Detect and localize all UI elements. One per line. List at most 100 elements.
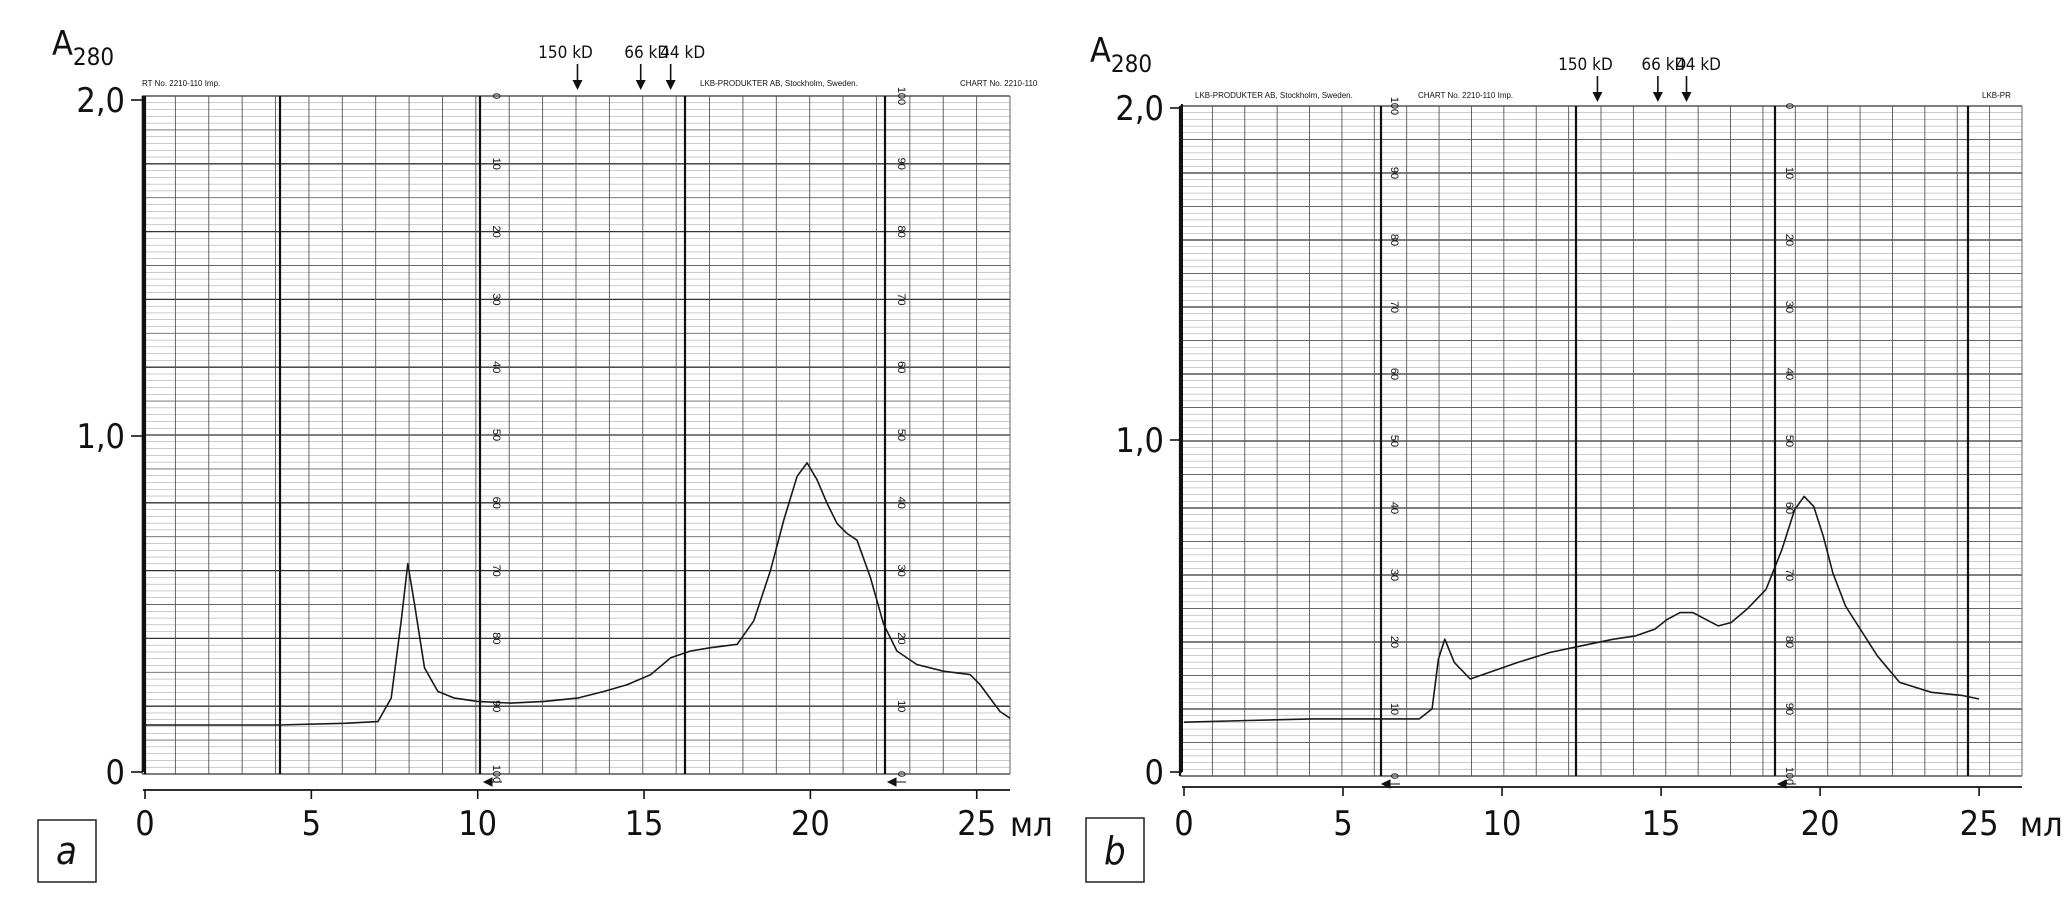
x-tick-label: 5 <box>302 804 321 844</box>
down-arrow-icon <box>665 80 676 90</box>
paper-scale-number: 30 <box>1388 569 1400 581</box>
x-tick-label: 0 <box>135 804 154 844</box>
paper-scale-number: 90 <box>1783 703 1795 715</box>
paper-scale-number: 40 <box>490 361 502 373</box>
panel-tag-box-b <box>1085 817 1145 883</box>
mw-marker-label: 150 kD <box>1558 55 1613 75</box>
axes-b: 0 5 10 15 20 25 0 1,0 2,0 <box>1115 89 2022 844</box>
paper-scale-number: 40 <box>1388 502 1400 514</box>
y-axis-label-a: A280 <box>52 24 114 71</box>
paper-scale-number: 70 <box>1388 301 1400 313</box>
mw-marker-label: 44 kD <box>1676 55 1721 75</box>
paper-scale-number: 70 <box>1783 569 1795 581</box>
chart-paper-text-b: LKB-PRODUKTER AB, Stockholm, Sweden. CHAR… <box>1195 91 2011 100</box>
paper-scale-number: 90 <box>1388 167 1400 179</box>
mw-marker-label: 44 kD <box>660 43 705 63</box>
x-axis-unit-b: мл <box>2020 805 2063 845</box>
paper-scale-number: 50 <box>490 429 502 441</box>
down-arrow-icon <box>1681 92 1692 102</box>
absorbance-trace <box>145 462 1011 726</box>
paper-scale-number: 80 <box>1783 636 1795 648</box>
chart-paper-print: CHART No. 2210-110 Imp. <box>1418 91 1513 100</box>
chart-paper-print: LKB-PRODUKTER AB, Stockholm, Sweden. <box>700 79 858 88</box>
panel-tag-a: a <box>56 829 77 873</box>
paper-scale-number: 60 <box>490 497 502 509</box>
y-axis-label-b: A280 <box>1090 31 1152 78</box>
data-series-a <box>145 462 1011 726</box>
chart-paper-print: CHART No. 2210-110 <box>960 79 1038 88</box>
x-tick-label: 25 <box>957 804 996 844</box>
paper-scale-number: 60 <box>895 361 907 373</box>
x-tick-label: 20 <box>791 804 830 844</box>
paper-scale-number: 80 <box>1388 234 1400 246</box>
paper-scale-number: 40 <box>895 497 907 509</box>
paper-scale-number: 20 <box>895 632 907 644</box>
chart-paper-text-a: RT No. 2210-110 Imp. LKB-PRODUKTER AB, St… <box>142 79 1038 88</box>
paper-scale-number: 50 <box>895 429 907 441</box>
paper-scale-number: 20 <box>490 225 502 237</box>
mw-marker-label: 150 kD <box>538 43 593 63</box>
x-tick-label: 10 <box>1483 804 1522 844</box>
paper-scale-number: 60 <box>1783 502 1795 514</box>
paper-scale-number: 0 <box>895 771 907 777</box>
panel-tag-b: b <box>1104 829 1126 873</box>
chart-paper-grid-b: 1009080706050403020100010203040506070809… <box>1178 97 2023 785</box>
paper-scale-number: 80 <box>895 225 907 237</box>
paper-scale-number: 0 <box>1783 103 1795 109</box>
down-arrow-icon <box>635 80 646 90</box>
x-tick-label: 0 <box>1174 804 1193 844</box>
x-axis-unit-a: мл <box>1010 805 1053 845</box>
paper-scale-number: 50 <box>1388 435 1400 447</box>
down-arrow-icon <box>1592 92 1603 102</box>
paper-scale-number: 40 <box>1783 368 1795 380</box>
x-tick-label: 5 <box>1333 804 1352 844</box>
chart-paper-print: RT No. 2210-110 Imp. <box>142 79 220 88</box>
chart-paper-grid-a: 0102030405060708090100100908070605040302… <box>141 87 1011 783</box>
paper-arrow-icon <box>886 777 906 787</box>
chart-panel-a: 0102030405060708090100100908070605040302… <box>37 24 1053 883</box>
mw-marker-label: 66 kD <box>1641 55 1686 75</box>
paper-scale-number: 30 <box>895 564 907 576</box>
down-arrow-icon <box>572 80 583 90</box>
paper-scale-number: 60 <box>1388 368 1400 380</box>
paper-scale-number: 10 <box>1783 167 1795 179</box>
paper-scale-number: 20 <box>1783 234 1795 246</box>
paper-scale-number: 70 <box>490 564 502 576</box>
paper-scale-number: 30 <box>490 293 502 305</box>
paper-scale-number: 30 <box>1783 301 1795 313</box>
y-tick-label: 0 <box>1145 753 1164 793</box>
y-tick-label: 1,0 <box>1115 421 1164 461</box>
paper-scale-number: 100 <box>895 87 907 105</box>
panel-tag-box-a <box>37 819 97 883</box>
x-tick-label: 15 <box>625 804 664 844</box>
paper-arrow-icon <box>1776 779 1796 789</box>
paper-scale-number: 10 <box>895 700 907 712</box>
paper-scale-number: 100 <box>1388 97 1400 115</box>
y-tick-label: 2,0 <box>76 81 125 121</box>
down-arrow-icon <box>1652 92 1663 102</box>
absorbance-trace <box>1183 495 1980 723</box>
paper-scale-number: 100 <box>490 765 502 783</box>
paper-arrow-icon <box>482 777 502 787</box>
paper-scale-number: 10 <box>490 158 502 170</box>
chart-paper-print: LKB-PRODUKTER AB, Stockholm, Sweden. <box>1195 91 1353 100</box>
y-tick-label: 0 <box>106 753 125 793</box>
mw-marker-label: 66 kD <box>624 43 669 63</box>
x-tick-label: 25 <box>1960 804 1999 844</box>
paper-scale-number: 10 <box>1388 703 1400 715</box>
data-series-b <box>1183 495 1980 723</box>
y-tick-label: 2,0 <box>1115 89 1164 129</box>
x-tick-label: 10 <box>458 804 497 844</box>
y-tick-label: 1,0 <box>76 417 125 457</box>
chart-panel-b: 1009080706050403020100010203040506070809… <box>1085 31 2063 883</box>
paper-scale-number: 90 <box>895 158 907 170</box>
paper-scale-number: 0 <box>1388 773 1400 779</box>
paper-scale-number: 20 <box>1388 636 1400 648</box>
x-tick-label: 15 <box>1642 804 1681 844</box>
axes-a: 0 5 10 15 20 25 0 1,0 2,0 <box>76 81 1010 844</box>
paper-scale-number: 0 <box>490 93 502 99</box>
paper-scale-number: 70 <box>895 293 907 305</box>
